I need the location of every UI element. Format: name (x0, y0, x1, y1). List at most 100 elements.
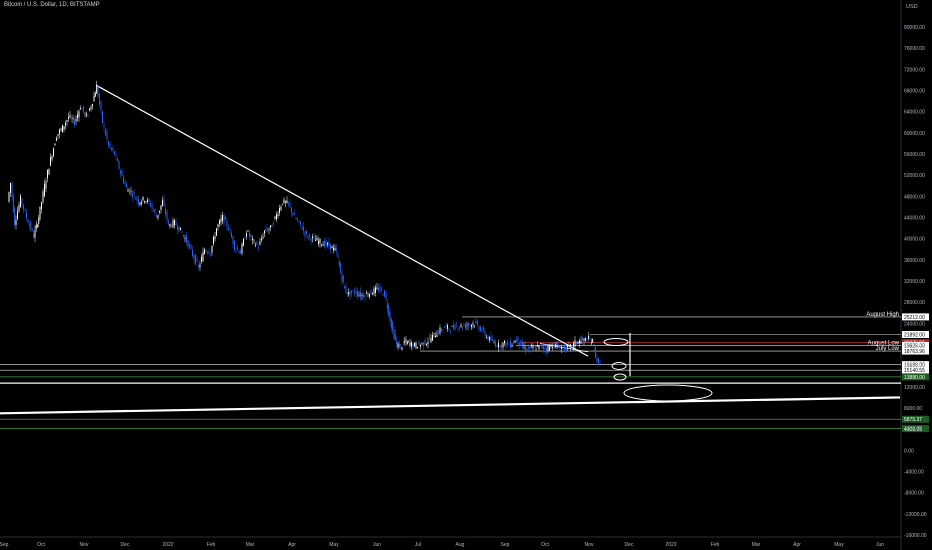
small-ellipse (603, 338, 629, 346)
candle-body (465, 324, 466, 328)
candle-body (406, 341, 408, 345)
candle-body (273, 222, 274, 225)
candle-body (54, 143, 56, 146)
x-tick-label: Apr (793, 542, 801, 548)
candle-body (81, 108, 83, 109)
candle-body (556, 345, 558, 347)
candle-body (83, 106, 84, 112)
candle-body (514, 340, 516, 344)
candle-body (390, 319, 392, 328)
candle-body (232, 235, 234, 245)
candle-body (108, 141, 109, 146)
level-price-tag (902, 425, 929, 433)
candle-body (568, 345, 570, 346)
candle-body (246, 233, 247, 237)
candle-body (547, 345, 549, 351)
candle-body (381, 288, 382, 290)
candle-body (84, 113, 86, 114)
y-tick-label: 16000.00 (904, 364, 925, 370)
candle-body (382, 294, 384, 296)
candle-body (492, 339, 493, 341)
candle-body (201, 256, 202, 262)
candle-body (127, 189, 129, 192)
candle-body (596, 357, 598, 362)
candle-body (394, 333, 396, 340)
candle-body (39, 206, 41, 219)
candle-body (144, 201, 145, 203)
candle-body (298, 220, 300, 222)
candle-body (369, 293, 370, 297)
candle-body (31, 229, 33, 231)
candle-body (486, 336, 487, 338)
candle-body (483, 327, 484, 330)
candle-body (522, 342, 523, 348)
candle-body (217, 224, 219, 228)
candle-body (541, 344, 543, 349)
x-tick-label: Nov (80, 542, 89, 548)
candle-body (105, 129, 106, 136)
candle-body (471, 324, 472, 327)
chart-title: Bitcoin / U.S. Dollar, 1D, BITSTAMP (4, 2, 100, 8)
candle-body (397, 343, 399, 348)
candle-body (414, 342, 415, 347)
candle-body (520, 340, 522, 347)
candle-body (444, 327, 445, 328)
candle-body (86, 114, 87, 116)
x-tick-label: Mar (752, 542, 761, 548)
y-tick-label: 8000.00 (904, 406, 922, 412)
y-tick-label: 28000.00 (904, 300, 925, 306)
candle-body (92, 104, 93, 107)
candle-body (247, 230, 249, 232)
candle-body (338, 261, 340, 266)
candle-body (169, 223, 171, 227)
candle-body (171, 225, 172, 227)
candle-body (351, 290, 352, 294)
candle-body (574, 340, 576, 347)
candle-body (286, 200, 288, 204)
candle-body (322, 244, 324, 246)
candle-body (427, 341, 429, 344)
candle-body (324, 240, 325, 247)
candle-body (24, 209, 26, 211)
candle-body (14, 208, 16, 225)
candle-body (582, 338, 583, 340)
candle-body (331, 246, 333, 249)
candle-body (370, 289, 372, 294)
candle-body (148, 199, 150, 202)
candle-body (404, 341, 406, 343)
x-tick-label: Jun (373, 542, 381, 548)
candle-body (516, 339, 517, 341)
candle-body (493, 342, 495, 344)
candle-body (550, 344, 552, 347)
candle-body (502, 342, 504, 348)
candle-body (484, 330, 486, 336)
candle-body (210, 253, 211, 255)
candle-body (501, 344, 502, 348)
candle-body (204, 249, 205, 255)
candle-body (151, 203, 153, 209)
candle-body (69, 115, 71, 118)
y-tick-label: 36000.00 (904, 258, 925, 264)
candle-body (87, 114, 89, 116)
candle-body (321, 244, 322, 246)
candle-body (123, 176, 124, 183)
level-price-tag (902, 361, 929, 369)
y-tick-label: 4000.00 (904, 427, 922, 433)
candle-body (336, 248, 337, 251)
candle-body (10, 183, 11, 193)
candle-body (375, 287, 376, 293)
candle-body (354, 292, 355, 294)
candle-body (433, 332, 435, 334)
candle-body (20, 195, 21, 208)
candle-body (552, 347, 553, 348)
candle-body (59, 129, 60, 134)
candle-body (429, 337, 430, 339)
candle-body (358, 295, 360, 296)
level-price-label: 21892.00 (904, 332, 925, 338)
candle-body (124, 182, 126, 185)
x-tick-label: Feb (711, 542, 720, 548)
candle-body (366, 292, 367, 294)
candle-body (480, 326, 481, 331)
level-price-label: 15140.55 (904, 368, 925, 374)
